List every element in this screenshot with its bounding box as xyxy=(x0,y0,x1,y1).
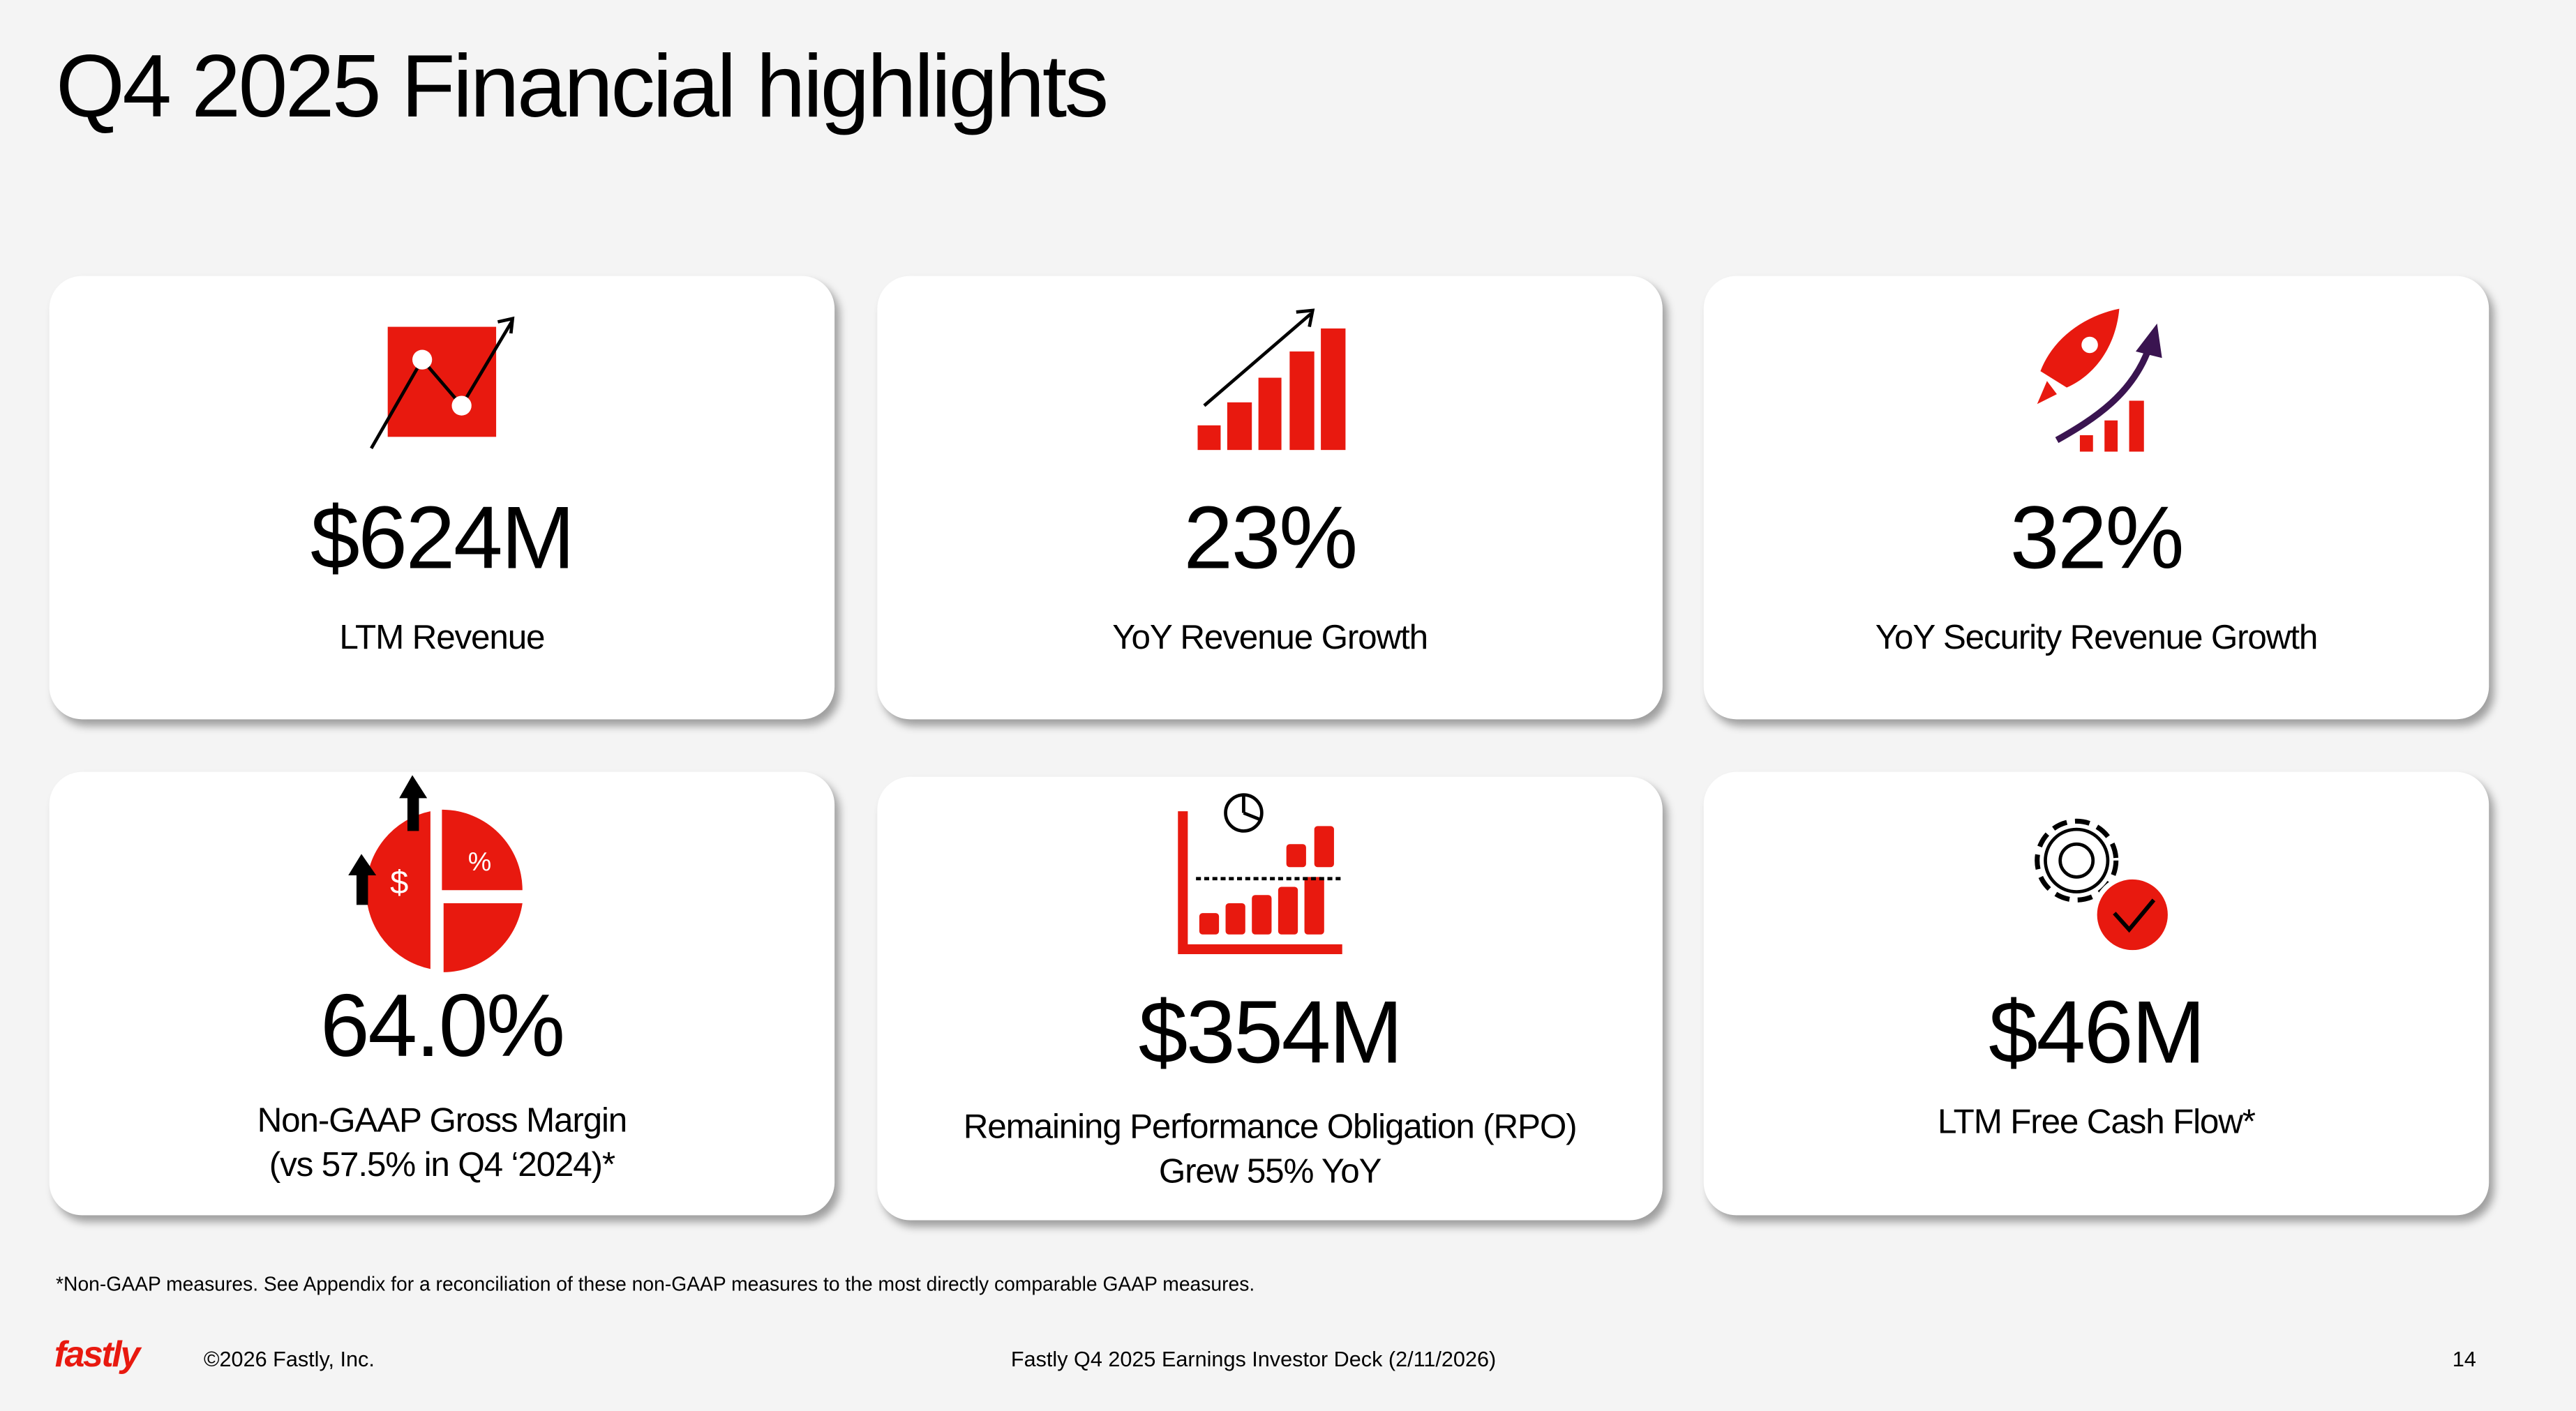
metric-label: LTM Free Cash Flow* xyxy=(1938,1103,2256,1142)
metric-value: $46M xyxy=(1989,983,2206,1082)
icon-margin: $ % xyxy=(348,775,523,972)
page-number: 14 xyxy=(2452,1346,2476,1372)
metric-value: 23% xyxy=(1183,489,1358,588)
icon-rocket xyxy=(2037,308,2162,452)
metric-value: 64.0% xyxy=(320,976,565,1076)
card xyxy=(877,776,1663,1221)
metric-label: Remaining Performance Obligation (RPO) xyxy=(963,1108,1578,1147)
logo: fastly xyxy=(54,1333,141,1375)
card xyxy=(1703,771,2489,1216)
metric-value: $624M xyxy=(310,489,575,588)
metric-label: Non-GAAP Gross Margin xyxy=(257,1101,628,1140)
icon-growth xyxy=(1197,308,1346,451)
title: Q4 2025 Financial highlights xyxy=(56,38,1109,137)
metric-value: 32% xyxy=(2009,489,2185,588)
metric-value: $354M xyxy=(1138,983,1403,1082)
icon-cash-flow xyxy=(2035,818,2173,956)
metric-label: LTM Revenue xyxy=(339,619,545,657)
metric-label: Grew 55% YoY xyxy=(1158,1152,1382,1191)
metric-label: (vs 57.5% in Q4 ‘2024)* xyxy=(269,1146,615,1184)
copyright: ©2026 Fastly, Inc. xyxy=(203,1346,375,1372)
metric-label: YoY Security Revenue Growth xyxy=(1875,619,2319,657)
svg-text:%: % xyxy=(468,847,491,876)
deck-title: Fastly Q4 2025 Earnings Investor Deck (2… xyxy=(1010,1346,1497,1372)
icon-revenue xyxy=(370,316,515,449)
svg-text:$: $ xyxy=(390,863,408,900)
metric-label: YoY Revenue Growth xyxy=(1112,619,1428,657)
icon-rpo xyxy=(1178,793,1342,955)
footnote: *Non-GAAP measures. See Appendix for a r… xyxy=(56,1272,1255,1296)
